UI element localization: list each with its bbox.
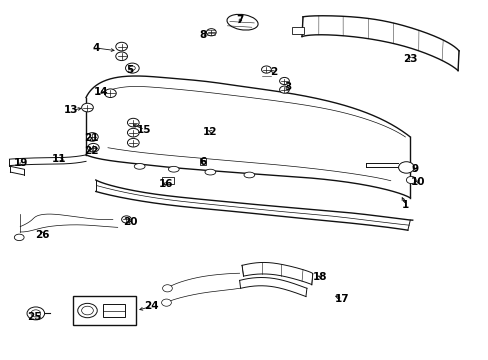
Ellipse shape — [226, 14, 258, 30]
Text: 16: 16 — [159, 179, 173, 189]
Text: 7: 7 — [235, 15, 243, 26]
Text: 22: 22 — [83, 145, 98, 156]
Bar — [161, 177, 173, 184]
Text: 5: 5 — [126, 64, 133, 75]
Circle shape — [127, 118, 139, 127]
Circle shape — [261, 66, 271, 73]
Bar — [73, 296, 136, 325]
Circle shape — [122, 216, 131, 223]
Circle shape — [78, 303, 97, 318]
Ellipse shape — [168, 166, 179, 172]
Text: 26: 26 — [35, 230, 49, 239]
Text: 23: 23 — [402, 54, 417, 64]
Text: 21: 21 — [83, 133, 98, 143]
Text: 12: 12 — [203, 127, 217, 136]
Circle shape — [31, 310, 41, 317]
Ellipse shape — [134, 163, 145, 169]
Polygon shape — [199, 158, 206, 165]
Circle shape — [129, 66, 135, 70]
Bar — [292, 27, 304, 34]
Text: 6: 6 — [199, 157, 206, 167]
Text: 24: 24 — [144, 301, 159, 311]
Text: 3: 3 — [284, 82, 291, 92]
Text: 10: 10 — [409, 177, 424, 187]
Text: 1: 1 — [401, 200, 408, 210]
Text: 8: 8 — [199, 30, 206, 40]
Text: 13: 13 — [64, 105, 79, 116]
Ellipse shape — [244, 172, 254, 178]
Circle shape — [116, 52, 127, 60]
Text: 25: 25 — [27, 312, 42, 322]
Text: 4: 4 — [92, 43, 99, 53]
Text: 19: 19 — [14, 158, 28, 168]
Circle shape — [81, 306, 93, 315]
Circle shape — [116, 42, 127, 51]
Circle shape — [127, 129, 139, 137]
Circle shape — [125, 63, 139, 73]
Circle shape — [206, 29, 216, 36]
Ellipse shape — [204, 169, 215, 175]
Circle shape — [127, 138, 139, 147]
Circle shape — [27, 307, 44, 320]
Circle shape — [104, 89, 116, 98]
Text: 14: 14 — [93, 87, 108, 97]
Circle shape — [162, 285, 172, 292]
Bar — [103, 304, 125, 317]
Circle shape — [161, 299, 171, 306]
Text: 20: 20 — [122, 217, 137, 227]
Circle shape — [86, 133, 98, 141]
Circle shape — [81, 103, 93, 112]
Text: 9: 9 — [411, 164, 418, 174]
Circle shape — [398, 162, 413, 173]
Text: 17: 17 — [334, 294, 348, 304]
Circle shape — [279, 86, 289, 93]
Circle shape — [279, 77, 289, 85]
Text: 15: 15 — [137, 125, 151, 135]
Text: 2: 2 — [269, 67, 277, 77]
Circle shape — [406, 176, 415, 184]
Text: 11: 11 — [52, 154, 66, 164]
Circle shape — [87, 143, 99, 152]
Text: 18: 18 — [312, 272, 326, 282]
Ellipse shape — [14, 234, 24, 240]
